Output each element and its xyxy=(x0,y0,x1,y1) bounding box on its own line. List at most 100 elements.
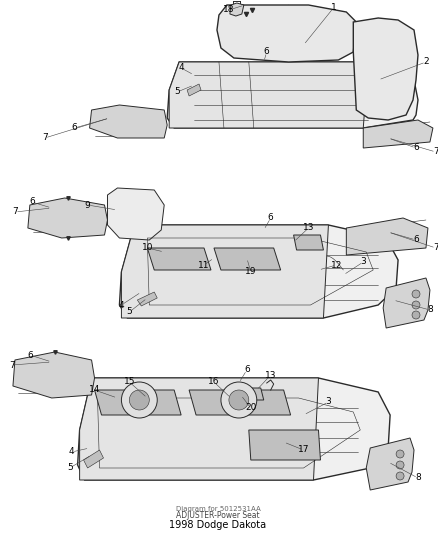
Point xyxy=(333,449,340,458)
Point xyxy=(201,80,208,88)
Point xyxy=(299,266,306,275)
Point xyxy=(297,100,304,108)
Text: 5: 5 xyxy=(126,308,132,317)
Point xyxy=(151,426,158,434)
Point xyxy=(221,236,228,244)
Point xyxy=(112,391,119,400)
Point xyxy=(146,257,153,265)
Point xyxy=(239,263,246,271)
Point xyxy=(316,280,323,289)
Point xyxy=(251,405,258,414)
Point xyxy=(402,104,409,113)
Point xyxy=(255,243,262,252)
Point xyxy=(200,69,207,78)
Point xyxy=(330,95,337,103)
Point xyxy=(285,249,292,257)
Point xyxy=(119,439,126,448)
Point xyxy=(246,85,253,93)
Point xyxy=(347,90,354,99)
Point xyxy=(185,270,192,278)
Point xyxy=(192,414,199,423)
Point xyxy=(214,90,221,99)
Point xyxy=(251,263,258,272)
Point xyxy=(251,436,258,445)
Point xyxy=(345,290,352,298)
Point xyxy=(241,280,248,289)
Point xyxy=(237,240,244,249)
Point xyxy=(330,86,337,94)
Point xyxy=(154,263,161,271)
Point xyxy=(354,445,361,454)
Point xyxy=(250,90,257,99)
Point xyxy=(212,405,219,413)
Point xyxy=(141,275,148,284)
Point xyxy=(169,250,176,259)
Polygon shape xyxy=(137,292,157,306)
Point xyxy=(272,87,279,96)
Point xyxy=(299,402,306,411)
Text: 7: 7 xyxy=(42,133,48,142)
Circle shape xyxy=(121,382,157,418)
Point xyxy=(162,244,169,252)
Point xyxy=(159,252,166,261)
Point xyxy=(380,114,387,122)
Point xyxy=(115,431,122,440)
Text: 19: 19 xyxy=(244,268,256,277)
Point xyxy=(335,448,342,457)
Point xyxy=(362,108,369,116)
Point xyxy=(318,260,325,269)
Point xyxy=(336,85,343,94)
Point xyxy=(142,419,149,427)
Point xyxy=(310,263,317,271)
Point xyxy=(355,95,362,104)
Point xyxy=(307,99,314,107)
Point xyxy=(198,80,205,89)
Point xyxy=(194,422,201,431)
Point xyxy=(304,441,311,449)
Point xyxy=(189,390,196,399)
Point xyxy=(125,435,132,443)
Point xyxy=(342,69,349,77)
Point xyxy=(320,247,327,255)
Point xyxy=(163,232,170,241)
Point xyxy=(174,267,181,276)
Point xyxy=(373,266,380,274)
Point xyxy=(227,434,234,443)
Point xyxy=(340,70,347,78)
Point xyxy=(296,237,303,245)
Point xyxy=(205,254,212,263)
Point xyxy=(279,421,286,429)
Point xyxy=(305,446,312,454)
Point xyxy=(241,424,248,433)
Point xyxy=(140,426,147,435)
Point xyxy=(365,88,372,96)
Point xyxy=(314,431,321,439)
Point xyxy=(299,72,306,80)
Text: 16: 16 xyxy=(208,377,219,386)
Point xyxy=(314,88,321,96)
Point xyxy=(224,96,231,104)
Point xyxy=(276,277,283,285)
Point xyxy=(274,95,281,104)
Point xyxy=(248,92,255,100)
Point xyxy=(303,440,310,448)
Point xyxy=(245,424,252,432)
Point xyxy=(245,86,252,95)
Point xyxy=(236,409,243,418)
Point xyxy=(266,278,273,286)
Point xyxy=(314,94,321,102)
Point xyxy=(362,411,369,420)
Point xyxy=(198,430,205,438)
Point xyxy=(390,85,397,93)
Point xyxy=(177,437,184,446)
Point xyxy=(299,276,306,284)
Point xyxy=(302,100,309,109)
Point xyxy=(327,281,334,290)
Point xyxy=(345,80,352,89)
Point xyxy=(235,100,242,108)
Point xyxy=(240,67,247,76)
Point xyxy=(362,417,369,425)
Point xyxy=(328,286,335,294)
Point xyxy=(350,250,357,259)
Point xyxy=(224,408,231,417)
